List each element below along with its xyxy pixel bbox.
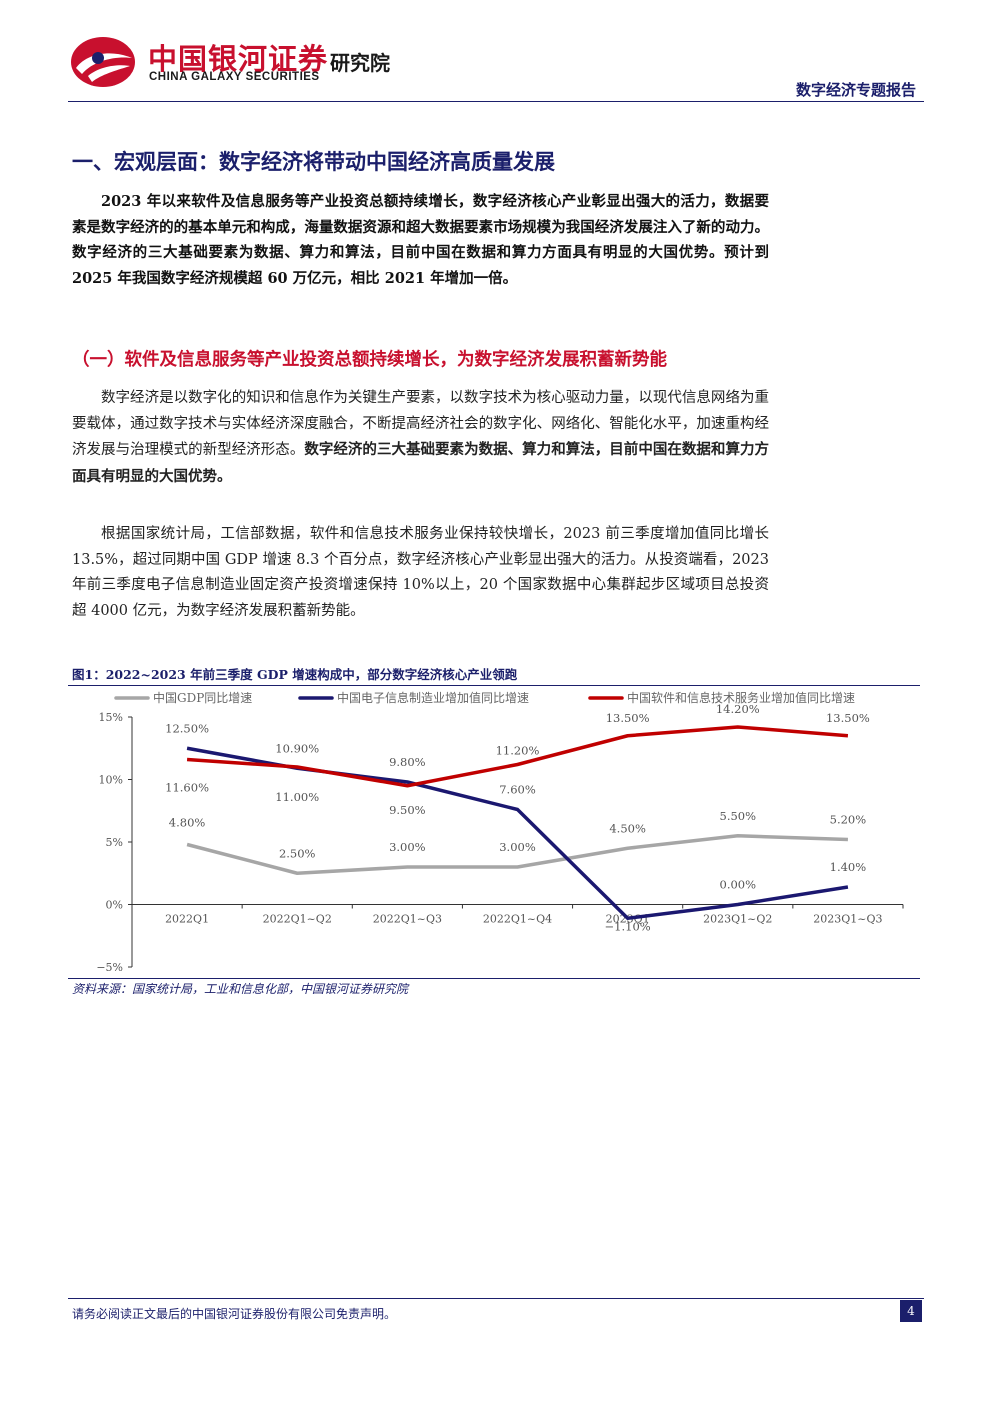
report-type: 数字经济专题报告 [795, 81, 916, 99]
data-label: 13.50% [606, 711, 650, 725]
data-label: 4.80% [169, 816, 206, 830]
data-label: 9.80% [389, 755, 426, 769]
data-label: 11.60% [165, 781, 209, 795]
page-number: 4 [900, 1300, 922, 1322]
data-label: 4.50% [609, 821, 646, 835]
data-label: 13.50% [826, 711, 870, 725]
x-tick-label: 2022Q1~Q2 [263, 913, 332, 926]
legend-label: 中国电子信息制造业增加值同比增速 [337, 690, 529, 705]
y-tick-label: 15% [99, 711, 123, 724]
subsection-heading-software: （一）软件及信息服务等产业投资总额持续增长，为数字经济发展积蓄新势能 [72, 350, 667, 370]
data-label: 11.00% [275, 790, 319, 804]
data-label: 14.20% [716, 702, 760, 716]
data-label: 12.50% [165, 721, 209, 735]
header-divider [68, 101, 924, 102]
y-tick-label: 10% [99, 774, 123, 787]
series-line [186, 725, 849, 788]
x-tick-label: 2022Q1 [165, 913, 209, 926]
body-paragraph-statistics: 根据国家统计局，工信部数据，软件和信息技术服务业保持较快增长，2023 前三季度… [72, 526, 769, 619]
legend-label: 中国GDP同比增速 [153, 690, 252, 705]
data-label: 3.00% [499, 840, 536, 854]
x-tick-label: 2023Q1~Q2 [703, 913, 772, 926]
data-label: 5.20% [830, 813, 867, 827]
data-label: −1.10% [605, 919, 651, 933]
y-tick-label: 0% [106, 899, 123, 912]
body-paragraph-definition: 数字经济是以数字化的知识和信息作为关键生产要素，以数字技术为核心驱动力量，以现代… [72, 386, 769, 490]
footer-divider [68, 1298, 924, 1299]
footer-disclaimer: 请务必阅读正文最后的中国银河证券股份有限公司免责声明。 [72, 1307, 397, 1321]
figure-bottom-rule [68, 978, 920, 979]
data-label: 5.50% [720, 809, 757, 823]
data-label: 9.50% [389, 803, 426, 817]
galaxy-logo-icon [71, 37, 135, 87]
data-label: 0.00% [720, 878, 757, 892]
figure-source: 资料来源：国家统计局，工业和信息化部，中国银河证券研究院 [72, 982, 409, 996]
section-heading-macro: 一、宏观层面：数字经济将带动中国经济高质量发展 [72, 150, 555, 174]
x-tick-label: 2023Q1~Q3 [813, 913, 882, 926]
series-line [186, 834, 848, 875]
x-tick-label: 2022Q1~Q4 [483, 913, 552, 926]
growth-line-chart: −5% 0% 5% 10% 15% 2022Q1 2022Q1~Q2 2022Q1~Q3 202… [96, 690, 904, 974]
figure-top-rule [68, 685, 920, 686]
series-line [186, 746, 849, 920]
legend-label: 中国软件和信息技术服务业增加值同比增速 [627, 690, 855, 705]
logo-english-name: CHINA GALAXY SECURITIES [149, 71, 320, 83]
y-tick-label: 5% [106, 836, 123, 849]
paragraph-normal-text: 数字经济是以数字化的知识和信息作为关键生产要素，以数字技术为核心驱动力量，以现代… [72, 390, 769, 458]
data-label: 1.40% [830, 860, 867, 874]
y-tick-label: −5% [96, 961, 123, 974]
logo-chinese-name: 中国银河证券 [148, 42, 329, 76]
data-label: 3.00% [389, 840, 426, 854]
data-label: 7.60% [499, 783, 536, 797]
paragraph-bold-text: 数字经济的三大基础要素为数据、算力和算法，目前中国在数据和算力方面具有明显的大国… [72, 441, 770, 485]
data-label: 11.20% [496, 744, 540, 758]
institute-name: 研究院 [330, 51, 390, 75]
data-label: 10.90% [275, 741, 319, 755]
figure-title: 图1：2022~2023 年前三季度 GDP 增速构成中，部分数字经济核心产业领… [72, 667, 518, 682]
summary-paragraph: 2023 年以来软件及信息服务等产业投资总额持续增长，数字经济核心产业彰显出强大… [72, 193, 769, 287]
data-label: 2.50% [279, 846, 316, 860]
x-tick-label: 2022Q1~Q3 [373, 913, 442, 926]
